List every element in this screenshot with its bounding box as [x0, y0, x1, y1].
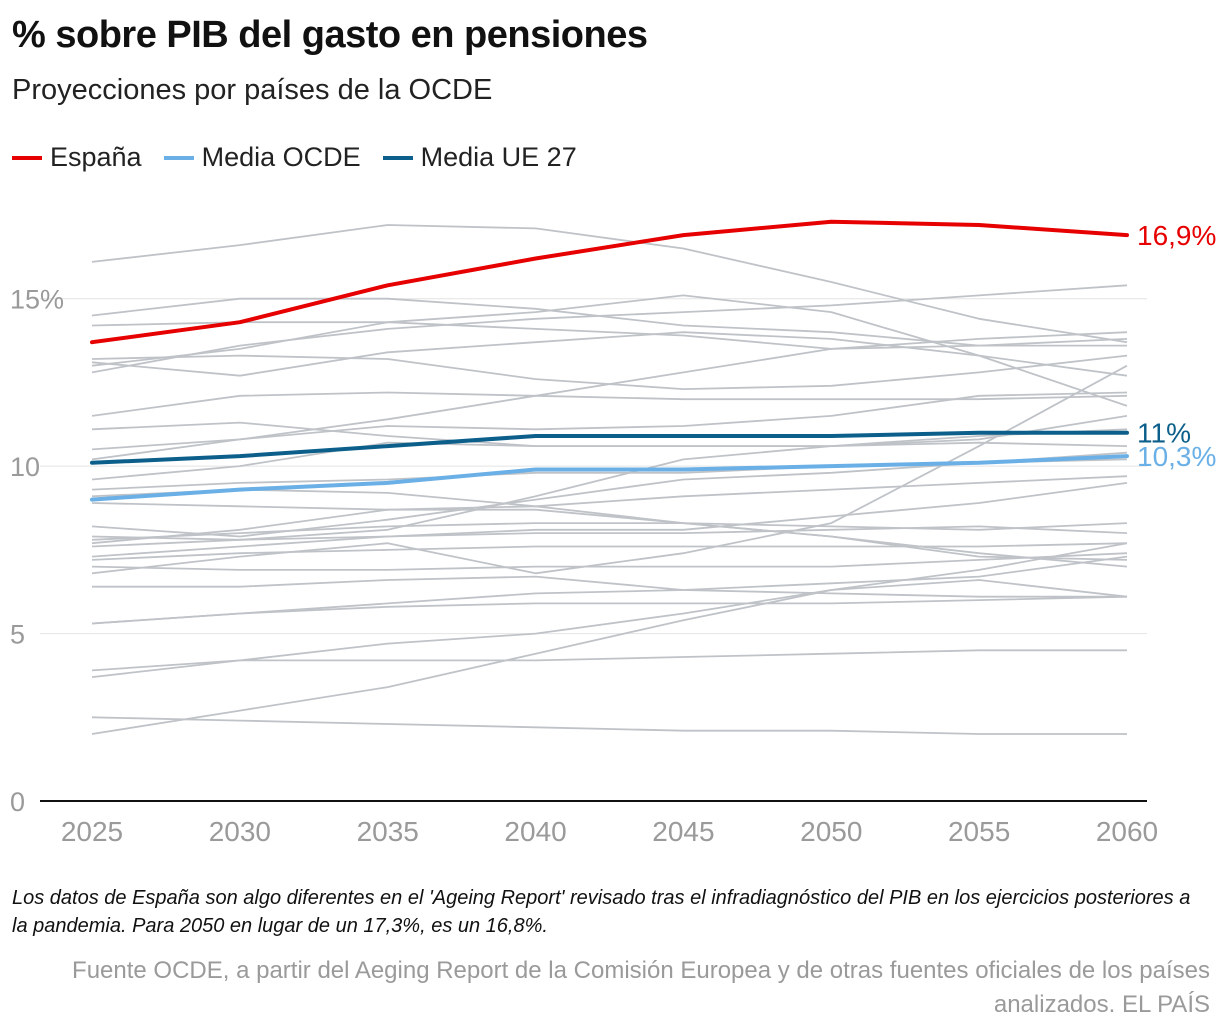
grid-layer: [40, 298, 1147, 635]
legend-label-media-ue27: Media UE 27: [420, 142, 577, 172]
y-tick-label-0: 0: [10, 787, 25, 817]
y-tick-label-5: 5: [10, 620, 25, 650]
background-series-line-6: [91, 321, 1128, 367]
end-label-españa: 16,9%: [1137, 220, 1216, 251]
footnote: Los datos de España son algo diferentes …: [12, 887, 1191, 937]
background-series-line-26: [91, 595, 1128, 625]
background-series-line-2: [91, 294, 1128, 377]
end-label-media-ocde: 10,3%: [1137, 441, 1216, 472]
x-tick-label-2045: 2045: [652, 816, 714, 847]
line-chart: 10,3%11% 16,9% 0 5 10 15% 2025 2030 2035 2040 204…: [10, 219, 1216, 847]
background-series-line-27: [91, 579, 1128, 672]
axis-layer: 0 5 10 15% 2025 2030 2035 2040 2045 2050 2055 2060: [10, 285, 1158, 847]
background-series-line-9: [91, 391, 1128, 451]
legend-item-media-ue27: Media UE 27: [382, 142, 577, 173]
background-series-line-11: [91, 441, 1128, 481]
background-series-line-30: [91, 542, 1128, 735]
legend-swatch-media-ue27: [382, 155, 413, 160]
legend: España Media OCDE Media UE 27: [12, 142, 599, 173]
x-tick-label-2050: 2050: [800, 816, 862, 847]
x-tick-label-2060: 2060: [1096, 816, 1158, 847]
background-series-line-4: [91, 331, 1128, 407]
series-line-media-ue-27: [90, 430, 1129, 465]
background-series-line-21: [91, 542, 1128, 561]
background-series-line-22: [91, 552, 1128, 571]
legend-item-espana: España: [12, 142, 142, 173]
source-credit: Fuente OCDE, a partir del Aeging Report …: [72, 957, 1210, 1018]
background-series-layer: [91, 224, 1128, 735]
background-series-line-18: [91, 508, 1128, 561]
legend-swatch-espana: [12, 155, 42, 160]
background-series-line-17: [91, 522, 1128, 541]
background-series-line-23: [91, 364, 1128, 575]
chart-title: % sobre PIB del gasto en pensiones: [12, 14, 648, 56]
end-label-media-ue-27: 11%: [1137, 418, 1191, 449]
legend-label-espana: España: [50, 142, 142, 172]
background-series-line-16: [91, 415, 1128, 541]
legend-swatch-media-ocde: [163, 155, 194, 160]
background-series-line-0: [91, 224, 1128, 344]
background-series-line-29: [91, 716, 1127, 735]
background-series-line-1: [91, 297, 1127, 347]
background-series-line-14: [91, 475, 1128, 511]
y-tick-label-15: 15%: [10, 285, 64, 315]
background-series-line-19: [91, 525, 1128, 548]
background-series-line-5: [91, 284, 1128, 374]
background-series-line-10: [91, 331, 1128, 461]
legend-item-media-ocde: Media OCDE: [163, 142, 361, 173]
main-series-layer: 10,3%11% 16,9%: [90, 219, 1216, 502]
background-series-line-20: [91, 482, 1128, 558]
x-tick-label-2030: 2030: [209, 816, 271, 847]
series-line-españa: [90, 219, 1129, 345]
x-tick-label-2025: 2025: [61, 816, 123, 847]
x-tick-label-2040: 2040: [504, 816, 566, 847]
chart-subtitle: Proyecciones por países de la OCDE: [12, 74, 493, 106]
y-tick-label-10: 10: [10, 452, 40, 482]
x-tick-label-2035: 2035: [357, 816, 419, 847]
background-series-line-24: [92, 575, 1127, 598]
background-series-line-28: [91, 649, 1127, 678]
x-tick-label-2055: 2055: [948, 816, 1010, 847]
series-line-media-ocde: [90, 454, 1129, 502]
legend-label-media-ocde: Media OCDE: [201, 142, 361, 172]
